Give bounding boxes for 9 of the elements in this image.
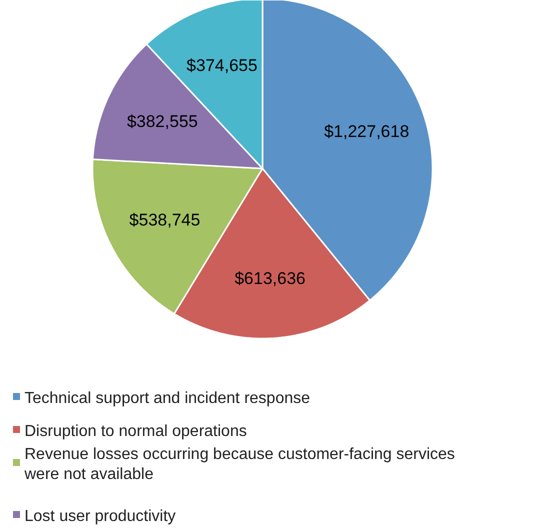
data-label: $374,655 [186,56,258,76]
data-label: $382,555 [126,112,198,132]
legend-label: Disruption to normal operations [24,423,247,440]
data-label: $538,745 [129,210,200,230]
data-label: $1,227,618 [324,122,410,141]
legend-label: Lost user productivity [24,508,176,525]
legend-label: Revenue losses occurring because customer-facing services were not available [24,446,455,484]
legend-label: Technical support and incident response [24,390,310,407]
data-label: $613,636 [234,269,306,288]
